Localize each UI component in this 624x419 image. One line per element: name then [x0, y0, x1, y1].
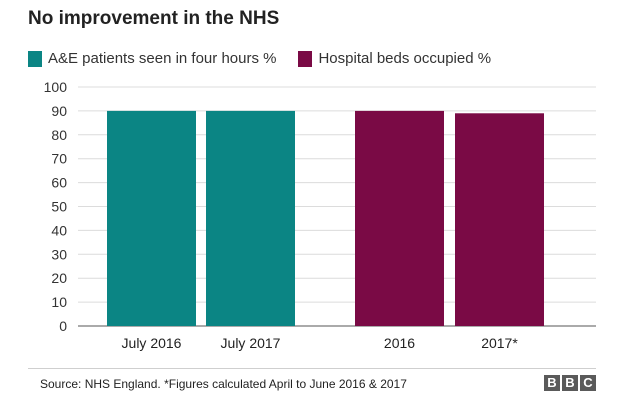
y-tick-label: 100 [44, 79, 68, 95]
y-tick-label: 60 [51, 175, 67, 191]
legend-item-beds: Hospital beds occupied % [298, 50, 491, 67]
x-tick-label: 2017* [481, 335, 518, 351]
legend: A&E patients seen in four hours % Hospit… [28, 50, 513, 67]
bbc-logo-letter: B [562, 375, 578, 391]
y-tick-label: 50 [51, 199, 67, 215]
bar-chart: 0 10 20 30 40 50 60 70 80 90 100 July 2016 July 2017… [44, 79, 596, 351]
x-tick-label: July 2017 [221, 335, 281, 351]
bbc-logo-letter: C [580, 375, 596, 391]
bar [455, 113, 544, 326]
chart-title: No improvement in the NHS [28, 8, 280, 29]
legend-item-ae: A&E patients seen in four hours % [28, 50, 276, 67]
y-tick-label: 30 [51, 246, 67, 262]
legend-label-beds: Hospital beds occupied % [318, 50, 492, 67]
legend-label-ae: A&E patients seen in four hours % [48, 50, 277, 67]
legend-swatch-maroon [298, 50, 313, 67]
bar [206, 110, 295, 327]
legend-swatch-teal [28, 50, 42, 67]
y-tick-label: 0 [59, 318, 67, 334]
y-tick-label: 20 [51, 270, 67, 286]
bar [107, 110, 196, 327]
footer-divider [28, 368, 596, 369]
y-tick-label: 90 [51, 103, 67, 119]
y-tick-label: 80 [51, 127, 67, 143]
bbc-logo: B B C [542, 375, 596, 391]
source-note: Source: NHS England. *Figures calculated… [40, 377, 407, 391]
bbc-logo-letter: B [544, 375, 560, 391]
y-tick-label: 40 [51, 222, 67, 238]
x-tick-label: 2016 [384, 335, 415, 351]
y-tick-label: 10 [51, 294, 67, 310]
x-tick-label: July 2016 [122, 335, 182, 351]
bar [355, 110, 444, 327]
y-tick-label: 70 [51, 151, 67, 167]
